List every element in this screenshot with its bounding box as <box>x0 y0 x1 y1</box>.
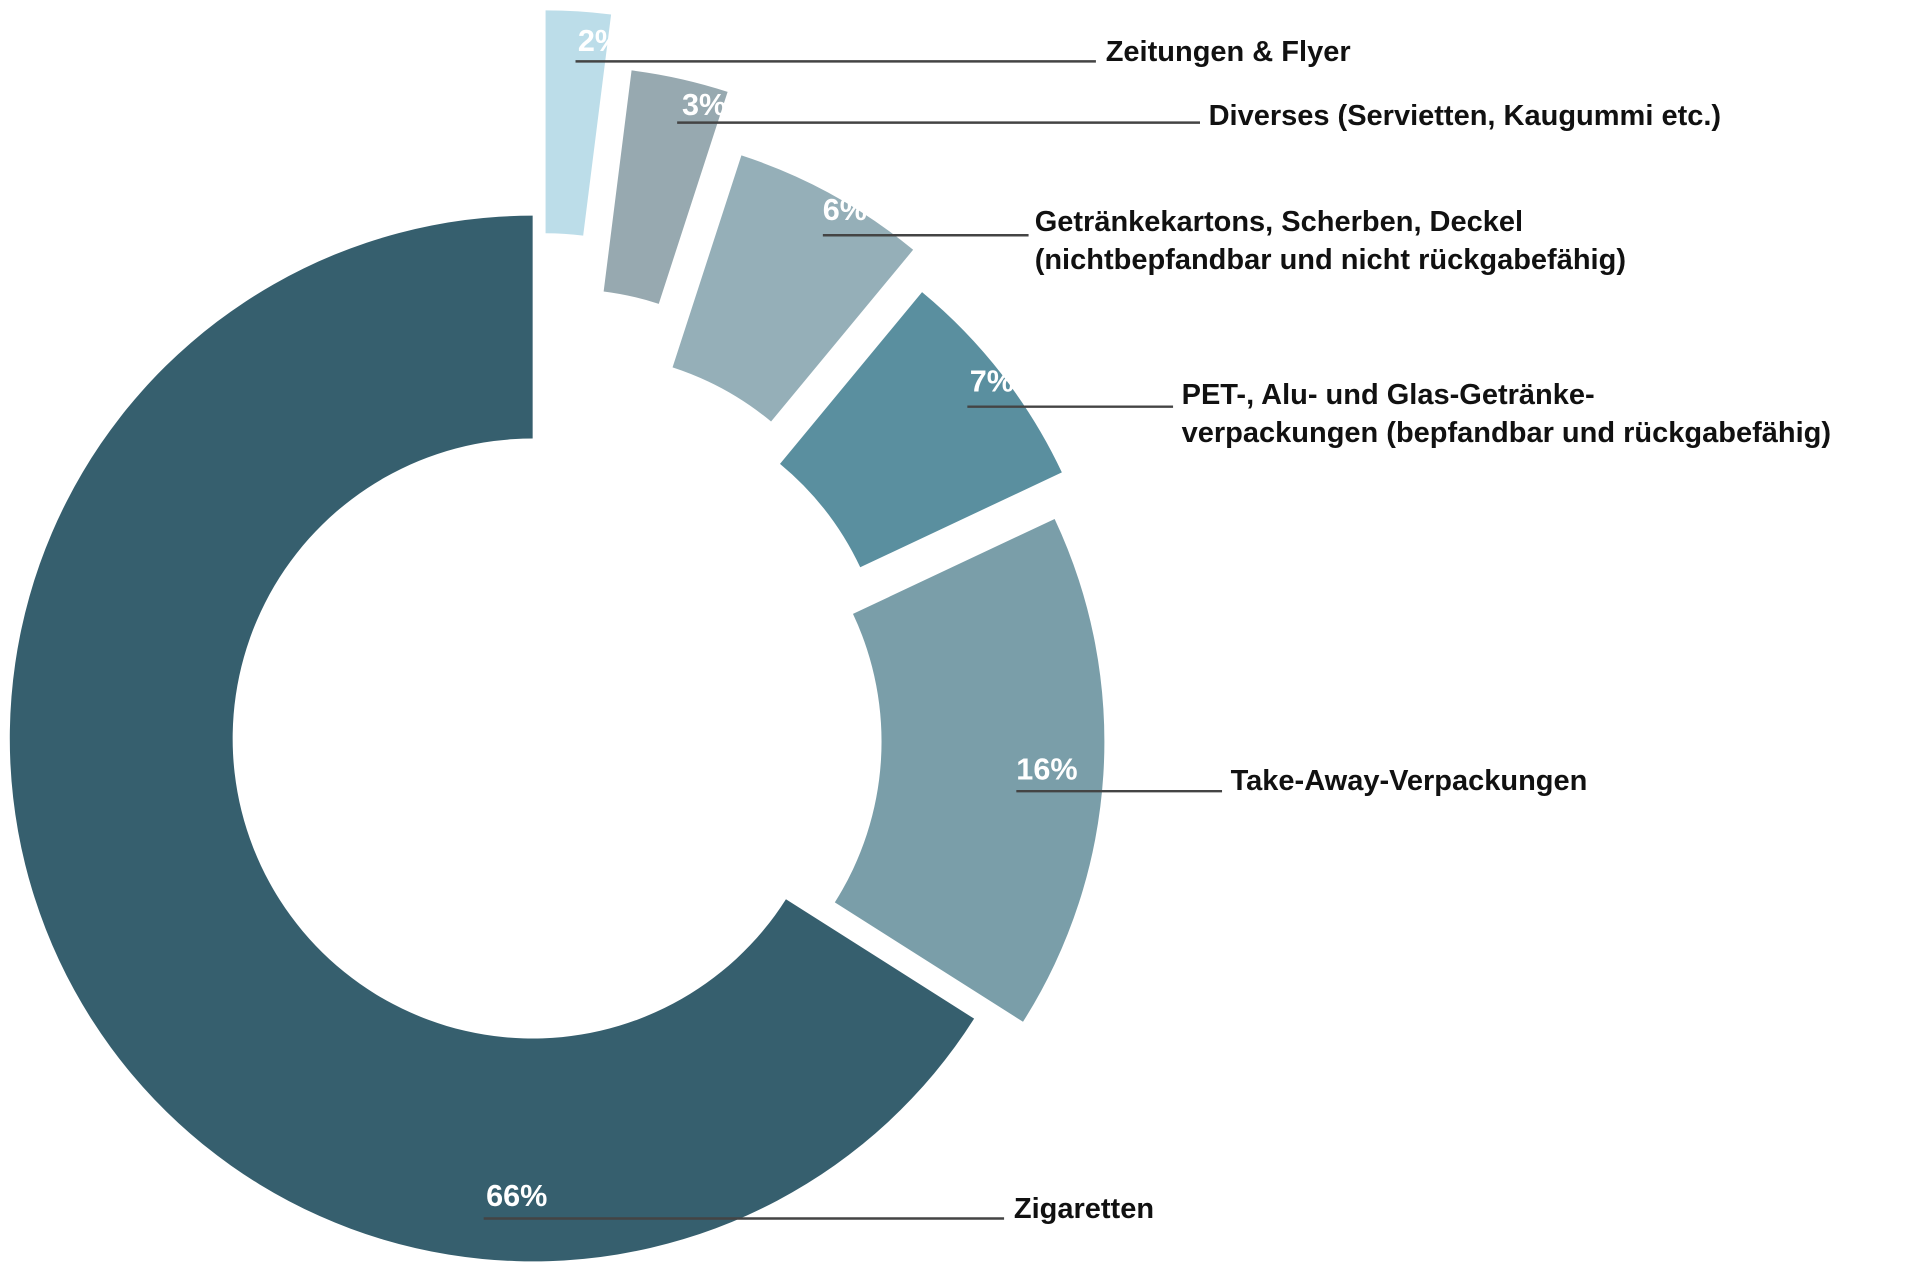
category-label: PET-, Alu- und Glas-Getränke- verpackung… <box>1181 378 1831 449</box>
value-label: 16% <box>1016 753 1077 787</box>
category-label: Diverses (Servietten, Kaugummi etc.) <box>1208 99 1722 132</box>
value-label: 7% <box>970 365 1014 399</box>
donut-segment <box>779 292 1062 568</box>
value-label: 6% <box>823 193 867 227</box>
donut-segment <box>834 518 1105 1022</box>
donut-segment <box>672 155 914 422</box>
donut-segment <box>603 70 728 304</box>
donut-segment <box>9 215 975 1262</box>
value-label: 66% <box>486 1179 547 1213</box>
category-label: Zeitungen & Flyer <box>1105 36 1351 69</box>
donut-segment <box>545 10 612 236</box>
value-label: 2% <box>578 24 622 58</box>
category-label: Zigaretten <box>1013 1193 1155 1226</box>
value-label: 3% <box>682 88 726 122</box>
category-label: Getränkekartons, Scherben, Deckel (nicht… <box>1034 206 1626 277</box>
category-label: Take-Away-Verpackungen <box>1230 764 1588 797</box>
